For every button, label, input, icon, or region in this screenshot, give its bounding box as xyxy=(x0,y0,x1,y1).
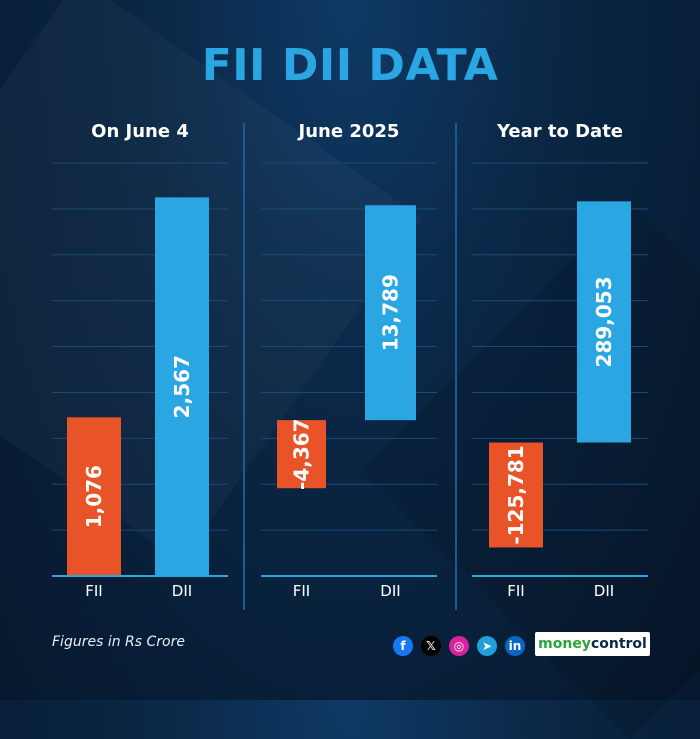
facebook-icon[interactable]: f xyxy=(393,636,413,656)
page-title: FII DII DATA xyxy=(201,40,499,91)
brand-part2: control xyxy=(590,636,647,652)
bar xyxy=(67,417,121,576)
brand-logo: money control xyxy=(535,632,650,656)
linkedin-icon[interactable]: in xyxy=(505,636,525,656)
chart-panels: On June 4 1,076 FII 2,567 DII June 2025 -4,367… xyxy=(52,121,648,600)
data-label: 289,053 xyxy=(592,276,616,367)
data-label: -125,781 xyxy=(504,445,528,544)
bar xyxy=(489,442,543,548)
footnote: Figures in Rs Crore xyxy=(52,634,185,650)
bar xyxy=(577,201,631,443)
category-label: FII xyxy=(507,582,524,600)
category-label: FII xyxy=(85,582,102,600)
bar xyxy=(277,420,326,489)
bar xyxy=(365,205,416,421)
instagram-icon[interactable]: ◎ xyxy=(449,636,469,656)
category-label: DII xyxy=(172,582,192,600)
category-label: FII xyxy=(293,582,310,600)
chart-title: June 2025 xyxy=(297,121,400,142)
data-label: 2,567 xyxy=(170,355,194,418)
social-icons: f 𝕏 ◎ ➤ in xyxy=(393,633,525,659)
category-label: DII xyxy=(380,582,400,600)
data-label: -4,367 xyxy=(290,418,314,490)
telegram-icon[interactable]: ➤ xyxy=(477,636,497,656)
panel-divider xyxy=(243,123,245,610)
data-label: 13,789 xyxy=(379,274,403,351)
brand-part1: money xyxy=(538,636,591,652)
panel-divider xyxy=(455,123,457,610)
data-label: 1,076 xyxy=(82,465,106,528)
chart-title: Year to Date xyxy=(496,121,623,142)
chart-title: On June 4 xyxy=(91,121,189,142)
x-icon[interactable]: 𝕏 xyxy=(421,636,441,656)
category-label: DII xyxy=(594,582,614,600)
bar xyxy=(155,197,209,576)
